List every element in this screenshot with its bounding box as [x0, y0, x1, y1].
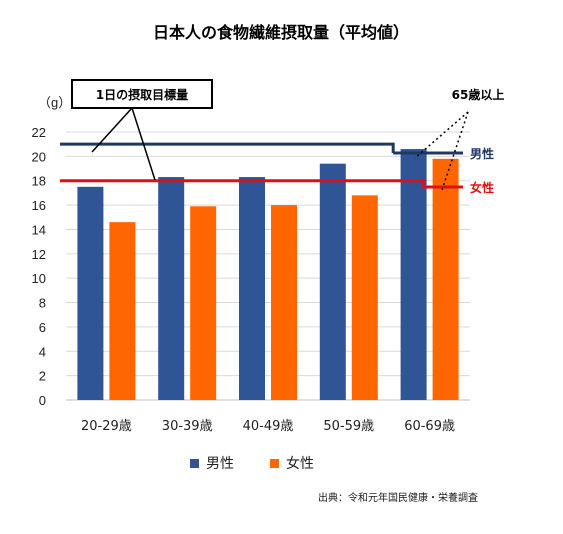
y-axis-label: （g）: [38, 95, 71, 110]
bar-male-20-29歳: [77, 186, 104, 400]
target-callout-box: [71, 79, 213, 109]
y-tick-label: 12: [32, 247, 46, 262]
target-line-male: [60, 142, 395, 153]
bar-male-40-49歳: [239, 177, 265, 400]
x-tick-label: 20-29歳: [81, 419, 132, 434]
y-tick-label: 22: [32, 125, 46, 140]
x-tick-label: 60-69歳: [404, 419, 455, 434]
age65-pointer-male: [414, 111, 469, 159]
target-callout-pointer-female: [131, 107, 156, 181]
y-tick-label: 14: [32, 222, 46, 237]
bar-female-50-59歳: [351, 195, 378, 400]
y-tick-label: 8: [39, 296, 46, 311]
bar-female-60-69歳: [432, 158, 459, 400]
bars: [77, 149, 459, 400]
bar-male-30-39歳: [158, 177, 185, 400]
legend-swatch-male: [190, 459, 199, 468]
x-tick-label: 30-39歳: [162, 419, 213, 434]
legend-label-female: 女性: [286, 455, 314, 472]
x-tick-label: 40-49歳: [243, 419, 294, 434]
target-line-label-female: 女性: [470, 180, 494, 195]
x-tick-label: 50-59歳: [323, 419, 374, 434]
age65-callout-label: 65歳以上: [452, 87, 505, 102]
target-line-female: [60, 179, 425, 187]
legend-label-male: 男性: [206, 456, 234, 472]
y-tick-label: 2: [39, 369, 46, 384]
y-tick-label: 18: [32, 174, 46, 189]
target-callout-label: 1日の摂取目標量: [96, 87, 188, 102]
y-tick-label: 16: [32, 198, 46, 213]
age65-pointer-female: [441, 111, 469, 191]
y-tick-label: 6: [39, 320, 46, 335]
source-note: 出典：令和元年国民健康・栄養調査: [318, 491, 478, 504]
x-tick-labels: 20-29歳 30-39歳 40-49歳 50-59歳 60-69歳: [81, 419, 455, 434]
bar-male-50-59歳: [319, 163, 346, 400]
y-tick-label: 4: [39, 344, 46, 359]
bar-male-60-69歳: [400, 149, 427, 400]
legend-swatch-female: [270, 459, 279, 468]
y-tick-label: 20: [32, 149, 46, 164]
target-line-label-male: 男性: [470, 146, 494, 161]
y-tick-labels: 0 2 4 6 8 10 12 14 16 18 20 22: [32, 125, 46, 408]
target-callout-pointer-male: [91, 107, 133, 153]
y-tick-label: 0: [39, 393, 46, 408]
y-tick-label: 10: [32, 271, 46, 286]
bar-female-30-39歳: [190, 206, 217, 400]
bar-female-20-29歳: [109, 222, 136, 400]
bar-female-40-49歳: [271, 205, 297, 400]
chart-title: 日本人の食物繊維摂取量（平均値）: [153, 23, 409, 42]
